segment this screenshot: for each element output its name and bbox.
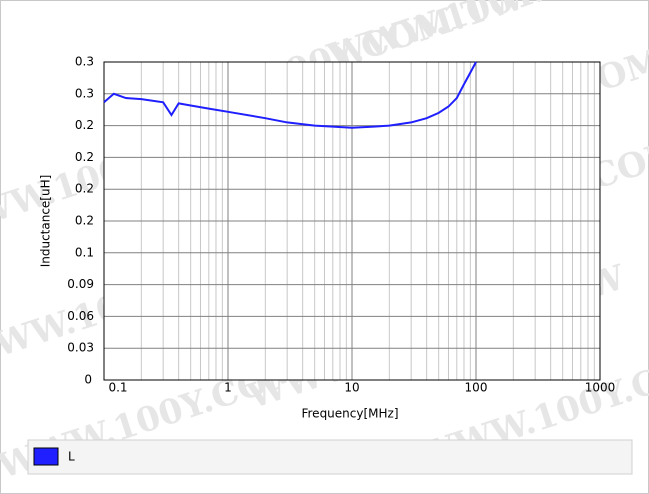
y-tick-label: 0.2	[75, 150, 94, 164]
x-axis-label: Frequency[MHz]	[301, 407, 398, 421]
plot-border	[103, 61, 601, 381]
y-tick-label: 0.09	[67, 277, 94, 291]
y-tick-label: 0.3	[75, 55, 94, 69]
y-tick-label: 0.06	[67, 309, 94, 323]
y-tick-label: 0.2	[75, 182, 94, 196]
y-tick-label: 0.03	[67, 341, 94, 355]
x-tick-label: 10	[344, 381, 359, 395]
x-tick-label: 100	[465, 381, 488, 395]
legend	[27, 439, 633, 475]
legend-swatch	[33, 447, 59, 466]
x-tick-label: 1000	[585, 381, 616, 395]
line	[103, 61, 477, 129]
y-tick-label: 0	[84, 373, 92, 387]
y-axis-label: Inductance[uH]	[39, 175, 53, 268]
legend-label: L	[68, 450, 75, 464]
x-tick-label: 0.1	[108, 381, 127, 395]
x-tick-label: 1	[224, 381, 232, 395]
y-tick-label: 0.2	[75, 214, 94, 228]
y-tick-label: 0.1	[75, 245, 94, 259]
y-tick-label: 0.3	[75, 86, 94, 100]
y-tick-label: 0.2	[75, 118, 94, 132]
